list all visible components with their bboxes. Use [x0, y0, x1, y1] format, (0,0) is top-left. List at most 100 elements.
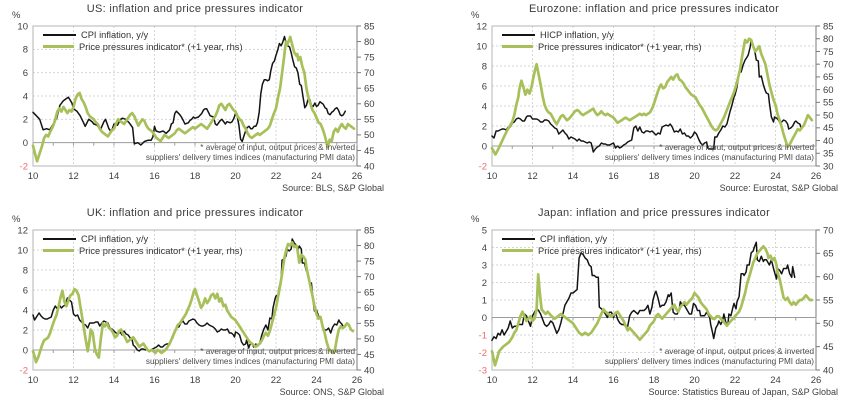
footnote-line2: suppliers' delivery times indices (manuf…	[604, 356, 814, 366]
footnote-line1: * average of input, output prices & inve…	[659, 143, 814, 152]
legend-label: CPI inflation, y/y	[81, 29, 149, 40]
left-tick-label: 2	[482, 278, 487, 289]
left-axis-unit: %	[471, 10, 480, 21]
left-tick-label: 10	[17, 245, 28, 256]
chart-legend: CPI inflation, y/y Price pressures indic…	[43, 233, 243, 256]
price-pressures-line	[490, 244, 814, 367]
x-tick-label: 26	[811, 171, 822, 182]
x-tick-label: 24	[311, 375, 322, 386]
left-tick-label: 5	[482, 225, 487, 236]
left-tick-label: 6	[23, 285, 28, 296]
right-tick-label: 60	[364, 303, 375, 314]
right-tick-label: 70	[823, 60, 834, 71]
right-tick-label: 65	[823, 72, 834, 83]
x-tick-label: 18	[190, 171, 201, 182]
footnote-line2: suppliers' delivery times indices (manuf…	[145, 356, 355, 366]
right-tick-label: 45	[364, 146, 375, 157]
chart-footnote: * average of input, output prices & inve…	[605, 143, 814, 163]
chart-source: Source: ONS, S&P Global	[279, 387, 384, 397]
x-tick-label: 16	[149, 171, 160, 182]
right-tick-label: 85	[364, 225, 375, 236]
left-tick-label: -2	[479, 348, 487, 359]
chart-title: US: inflation and price pressures indica…	[86, 3, 304, 15]
left-axis-unit: %	[12, 214, 21, 225]
x-tick-label: 18	[190, 375, 201, 386]
right-tick-label: 60	[364, 99, 375, 110]
inflation-line	[491, 39, 802, 153]
left-axis-unit: %	[12, 10, 21, 21]
x-tick-label: 16	[608, 375, 619, 386]
right-tick-label: 75	[823, 47, 834, 58]
left-tick-label: 6	[23, 68, 28, 79]
left-tick-label: 4	[482, 243, 487, 254]
x-tick-label: 14	[568, 375, 579, 386]
inflation-line	[32, 35, 347, 146]
x-tick-label: 10	[487, 171, 498, 182]
legend-label: Price pressures indicator* (+1 year, rhs…	[79, 245, 243, 256]
left-tick-label: 8	[23, 45, 28, 56]
price-pressures-line	[490, 37, 814, 156]
x-tick-label: 20	[230, 171, 241, 182]
right-tick-label: 55	[364, 319, 375, 330]
legend-item-ppi: Price pressures indicator* (+1 year, rhs…	[502, 41, 702, 52]
chart-footnote: * average of input, output prices & inve…	[605, 347, 814, 367]
right-tick-label: 85	[823, 21, 834, 32]
footnote-line2: suppliers' delivery times indices (manuf…	[604, 152, 814, 162]
right-tick-label: 80	[364, 37, 375, 48]
x-tick-label: 24	[311, 171, 322, 182]
left-tick-label: 4	[482, 101, 487, 112]
x-tick-label: 22	[730, 375, 741, 386]
legend-item-cpi: CPI inflation, y/y	[43, 29, 243, 40]
left-tick-label: 1	[482, 295, 487, 306]
right-tick-label: 75	[364, 52, 375, 63]
right-tick-label: 45	[823, 342, 834, 353]
legend-item-ppi: Price pressures indicator* (+1 year, rhs…	[43, 41, 243, 52]
x-tick-label: 12	[527, 375, 538, 386]
right-tick-label: 50	[364, 334, 375, 345]
x-tick-label: 26	[811, 375, 822, 386]
x-tick-label: 10	[28, 375, 39, 386]
x-tick-label: 24	[770, 375, 781, 386]
ppi-line-swatch	[502, 44, 533, 49]
cpi-line-swatch	[43, 33, 76, 36]
cpi-line-swatch	[43, 237, 76, 240]
right-tick-label: 55	[823, 98, 834, 109]
right-tick-label: 65	[823, 249, 834, 260]
right-tick-label: 75	[364, 256, 375, 267]
x-tick-label: 24	[770, 171, 781, 182]
x-tick-label: 12	[68, 171, 79, 182]
x-tick-label: 16	[149, 375, 160, 386]
chart-source: Source: BLS, S&P Global	[282, 183, 384, 193]
x-tick-label: 22	[271, 375, 282, 386]
right-tick-label: 50	[823, 319, 834, 330]
panel-us: -2 0 2 4 6 8 10 40 45 50 55 60 65 70 75 80 85 10 12 14 16 18 2…	[0, 0, 424, 201]
right-tick-label: 70	[364, 272, 375, 283]
legend-item-cpi: CPI inflation, y/y	[43, 233, 243, 244]
left-tick-label: 0	[482, 313, 487, 324]
footnote-line1: * average of input, output prices & inve…	[659, 347, 814, 356]
chart-source: Source: Statistics Bureau of Japan, S&P …	[648, 387, 838, 397]
price-pressures-line	[31, 35, 356, 163]
right-tick-label: 30	[823, 161, 834, 172]
panel-japan: -3 -2 -1 0 1 2 3 4 5 40 45 50 55 60 65 70 10 12 14 16 18 20 22…	[425, 204, 849, 405]
ppi-line-swatch	[502, 248, 533, 253]
right-tick-label: 55	[364, 115, 375, 126]
x-tick-label: 26	[352, 375, 363, 386]
chart-legend: HICP inflation, y/y Price pressures indi…	[502, 29, 702, 52]
legend-item-cpi: CPI inflation, y/y	[502, 233, 702, 244]
chart-footnote: * average of input, output prices & inve…	[146, 143, 355, 163]
chart-legend: CPI inflation, y/y Price pressures indic…	[502, 233, 702, 256]
right-tick-label: 60	[823, 272, 834, 283]
left-tick-label: 2	[23, 325, 28, 336]
ppi-line-swatch	[43, 44, 74, 49]
x-tick-label: 20	[689, 375, 700, 386]
cpi-line-swatch	[502, 237, 535, 240]
cpi-line-swatch	[502, 33, 535, 36]
left-tick-label: 12	[476, 21, 487, 32]
x-tick-label: 16	[608, 171, 619, 182]
x-tick-label: 22	[271, 171, 282, 182]
left-tick-label: 8	[23, 265, 28, 276]
x-tick-label: 18	[649, 375, 660, 386]
